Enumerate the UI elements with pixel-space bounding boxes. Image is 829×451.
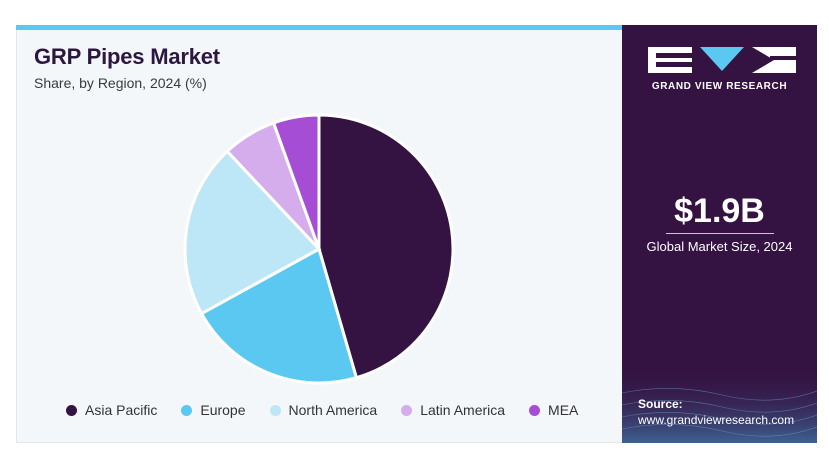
legend-label: Latin America bbox=[420, 402, 506, 418]
pie-slice-mea bbox=[271, 113, 321, 250]
legend-item-mea: MEA bbox=[529, 402, 578, 418]
pie-slice-north-america bbox=[183, 149, 322, 316]
legend-label: Europe bbox=[200, 402, 246, 418]
brand-name: GRAND VIEW RESEARCH bbox=[651, 81, 788, 92]
gvr-logo-icon bbox=[648, 47, 796, 73]
value-divider bbox=[666, 233, 774, 234]
wave-texture-icon bbox=[622, 363, 817, 443]
source-label: Source: bbox=[638, 397, 683, 411]
legend-swatch bbox=[401, 404, 413, 416]
accent-bar bbox=[16, 25, 622, 30]
market-size-label: Global Market Size, 2024 bbox=[646, 239, 793, 254]
legend-label: North America bbox=[288, 402, 378, 418]
chart-subtitle: Share, by Region, 2024 (%) bbox=[34, 75, 207, 91]
legend-item-north-america: North America bbox=[269, 402, 378, 418]
chart-title: GRP Pipes Market bbox=[34, 44, 220, 69]
legend-swatch bbox=[181, 404, 193, 416]
legend-swatch bbox=[66, 404, 77, 416]
source-url[interactable]: www.grandviewresearch.com bbox=[638, 413, 795, 427]
legend-item-asia-pacific: Asia Pacific bbox=[66, 402, 157, 418]
legend-item-europe: Europe bbox=[181, 402, 246, 418]
legend-label: Asia Pacific bbox=[85, 402, 158, 418]
side-panel: GRAND VIEW RESEARCH $1.9B Global Market … bbox=[622, 25, 817, 443]
market-size-value: $1.9B bbox=[674, 192, 765, 230]
legend-swatch bbox=[529, 404, 541, 416]
pie-slice-europe bbox=[199, 246, 359, 385]
chart-legend: Asia Pacific Europe North America Latin Ame… bbox=[66, 402, 602, 418]
pie-slice-asia-pacific bbox=[317, 113, 455, 380]
legend-label: MEA bbox=[548, 402, 579, 418]
legend-swatch bbox=[269, 404, 281, 416]
legend-item-latin-america: Latin America bbox=[401, 402, 505, 418]
pie-chart bbox=[183, 113, 455, 385]
